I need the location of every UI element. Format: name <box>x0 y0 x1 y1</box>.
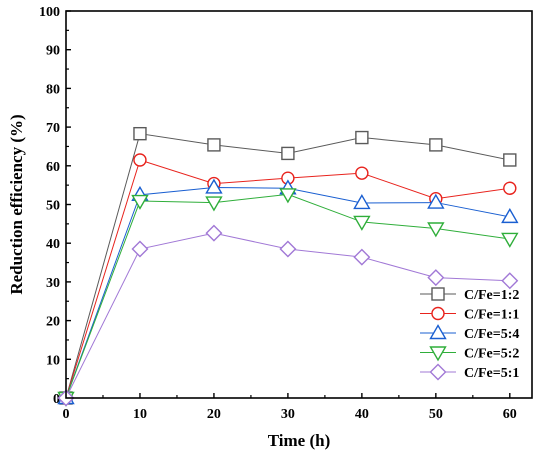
data-point <box>205 178 223 194</box>
data-point <box>501 232 519 248</box>
data-point <box>131 240 149 258</box>
y-tick-label: 100 <box>39 5 60 20</box>
y-tick-label: 50 <box>46 199 60 214</box>
data-point <box>207 138 221 152</box>
y-tick-label: 40 <box>46 237 60 252</box>
y-tick-label: 10 <box>46 353 60 368</box>
data-point <box>427 193 445 209</box>
data-point <box>501 272 519 290</box>
series-0 <box>59 126 517 405</box>
data-point <box>429 138 443 152</box>
y-tick-label: 0 <box>53 392 60 407</box>
data-point <box>131 194 149 210</box>
data-point <box>427 222 445 238</box>
legend-entry: C/Fe=1:2 <box>420 287 519 303</box>
legend-label: C/Fe=1:2 <box>464 288 519 303</box>
x-tick-label: 0 <box>63 407 70 422</box>
legend: C/Fe=1:2 C/Fe=1:1 C/Fe=5:4 C/Fe=5:2 C/Fe=5:1 <box>420 287 519 381</box>
legend-marker <box>429 363 447 381</box>
legend-entry: C/Fe=5:4 <box>420 324 519 342</box>
plot-series <box>57 126 519 407</box>
legend-label: C/Fe=5:2 <box>464 347 519 362</box>
data-point <box>353 248 371 266</box>
data-point <box>355 166 369 180</box>
data-point <box>133 153 147 167</box>
x-tick-label: 40 <box>355 407 369 422</box>
y-tick-label: 80 <box>46 82 60 97</box>
data-point <box>355 130 369 145</box>
x-tick-label: 10 <box>133 407 147 422</box>
data-point <box>281 146 295 161</box>
y-axis-title: Reduction efficiency (%) <box>7 114 26 294</box>
data-point <box>205 196 223 212</box>
legend-entry: C/Fe=5:1 <box>420 363 519 381</box>
legend-label: C/Fe=5:1 <box>464 366 519 381</box>
legend-entry: C/Fe=1:1 <box>420 306 519 323</box>
legend-label: C/Fe=1:1 <box>464 308 519 323</box>
legend-label: C/Fe=5:4 <box>464 327 519 342</box>
data-point <box>353 194 371 210</box>
y-tick-label: 30 <box>46 276 60 291</box>
data-point <box>501 207 519 224</box>
y-tick-label: 20 <box>46 315 60 330</box>
series-4 <box>57 224 519 407</box>
y-tick-label: 60 <box>46 160 60 175</box>
legend-marker <box>429 346 447 362</box>
data-point <box>279 240 297 258</box>
series-2 <box>57 178 519 405</box>
data-point <box>353 215 371 231</box>
data-point <box>503 153 517 167</box>
data-point <box>279 188 297 204</box>
x-tick-label: 20 <box>207 407 221 422</box>
legend-marker <box>431 287 445 301</box>
data-point <box>133 126 147 141</box>
legend-entry: C/Fe=5:2 <box>420 346 519 362</box>
legend-marker <box>431 306 445 321</box>
data-point <box>503 181 517 195</box>
x-axis-title: Time (h) <box>268 431 331 450</box>
x-tick-label: 60 <box>503 407 517 422</box>
y-axis-ticks: 0 10 20 30 40 50 60 70 80 90 100 <box>39 5 71 407</box>
y-tick-label: 90 <box>46 44 60 59</box>
plot-frame <box>65 10 533 399</box>
legend-marker <box>429 324 447 340</box>
data-point <box>205 224 223 242</box>
x-tick-label: 50 <box>429 407 443 422</box>
x-tick-label: 30 <box>281 407 295 422</box>
series-3 <box>57 188 519 407</box>
y-tick-label: 70 <box>46 121 60 136</box>
data-point <box>427 269 445 287</box>
